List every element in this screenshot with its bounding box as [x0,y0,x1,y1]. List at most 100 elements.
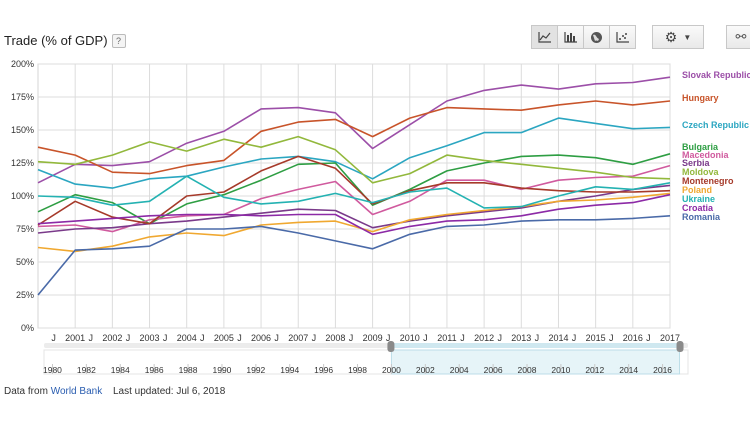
timeline-year-label: 2016 [653,365,672,375]
x-tick-label: 2001 [65,333,85,343]
x-tick-label: J [89,333,94,343]
series-line [37,215,671,296]
timeline-year-label: 2002 [416,365,435,375]
y-tick-label: 150% [11,125,34,135]
timeline-year-label: 2010 [551,365,570,375]
y-tick-label: 175% [11,92,34,102]
x-tick-label: 2005 [214,333,234,343]
timeline-year-label: 1996 [314,365,333,375]
timeline-year-label: 1988 [179,365,198,375]
timeline-year-label: 1992 [246,365,265,375]
x-tick-label: 2013 [511,333,531,343]
x-tick-label: 2012 [474,333,494,343]
legend-item: Hungary [682,93,719,103]
x-tick-label: J [200,333,205,343]
timeline-year-label: 2008 [518,365,537,375]
series-line [37,100,671,175]
bar-chart-icon[interactable] [557,25,584,49]
settings-button[interactable]: ⚙ ▼ [652,25,704,49]
timeline-year-label: 2014 [619,365,638,375]
series-line [37,76,671,184]
line-chart: 0%25%50%75%100%125%150%175%200% J 2001 J 20… [11,59,750,375]
x-tick-label: J [460,333,465,343]
series-line [37,192,671,253]
x-tick-label: 2015 [586,333,606,343]
legend-item: Slovak Republic [682,70,750,80]
legend-item: Croatia [682,203,714,213]
x-tick-label: 2014 [548,333,568,343]
chart-legend: Slovak Republic Hungary Czech Republic Bulg… [682,70,750,222]
x-tick-label: 2011 [437,333,456,343]
timeline-selection-bar [391,343,680,348]
x-tick-label: J [609,333,614,343]
timeline-year-label: 1984 [111,365,130,375]
x-tick-label: 2007 [288,333,308,343]
timeline-year-label: 1990 [212,365,231,375]
x-tick-label: 2003 [140,333,160,343]
timeline-year-label: 1980 [43,365,62,375]
series-line [37,155,671,226]
timeline-handle-start[interactable] [387,341,395,352]
link-icon: ⚯ [735,29,747,44]
series-line [37,135,671,184]
legend-item: Macedonia [682,150,730,160]
legend-item: Montenegro [682,176,734,186]
legend-item: Poland [682,185,712,195]
x-tick-label: J [646,333,651,343]
footer: Data from World Bank Last updated: Jul 6… [4,386,225,397]
y-tick-label: 75% [16,224,34,234]
x-tick-label: 2017 [660,333,680,343]
chart-series [37,76,671,296]
chart-title-row: Trade (% of GDP) ? [4,33,126,48]
legend-item: Czech Republic [682,120,749,130]
link-button[interactable]: ⚯ [726,25,750,49]
x-tick-label: J [535,333,540,343]
timeline-year-label: 2006 [484,365,503,375]
x-tick-label: J [386,333,391,343]
x-tick-label: J [497,333,502,343]
chart-type-toolbar [531,25,636,51]
y-tick-label: 50% [16,257,34,267]
series-line [37,193,671,236]
timeline-year-label: 2004 [450,365,469,375]
x-tick-label: 2009 [363,333,383,343]
x-tick-label: 2016 [623,333,643,343]
x-tick-label: 2008 [325,333,345,343]
scatter-chart-icon[interactable] [609,25,636,49]
gear-icon: ⚙ [664,28,678,45]
globe-icon[interactable] [583,25,610,49]
x-tick-label: J [163,333,168,343]
x-tick-label: J [51,333,56,343]
y-tick-label: 25% [16,290,34,300]
x-tick-label: J [423,333,428,343]
timeline-slider[interactable]: 1980 1982 1984 1986 1988 1990 1992 1994 1996 1998… [43,341,689,375]
help-icon[interactable]: ? [111,33,126,48]
x-tick-label: 2010 [400,333,420,343]
y-tick-label: 0% [21,323,34,333]
series-line [37,117,671,189]
x-tick-label: J [126,333,131,343]
y-tick-label: 200% [11,59,34,69]
timeline-handle-end[interactable] [676,341,684,352]
y-tick-label: 100% [11,191,34,201]
last-updated: Last updated: Jul 6, 2018 [112,386,226,397]
y-tick-label: 125% [11,158,34,168]
chart-title: Trade (% of GDP) [4,33,108,48]
timeline-year-label: 2012 [585,365,604,375]
x-tick-label: J [312,333,317,343]
legend-item: Ukraine [682,194,715,204]
timeline-year-label: 1998 [348,365,367,375]
legend-item: Romania [682,212,721,222]
x-tick-label: J [572,333,577,343]
x-tick-label: J [274,333,279,343]
source-link[interactable]: World Bank [50,386,103,397]
timeline-selection [390,349,681,375]
timeline-year-label: 1986 [145,365,164,375]
timeline-year-label: 1982 [77,365,96,375]
legend-item: Serbia [682,158,711,168]
legend-item: Bulgaria [682,142,719,152]
legend-item: Moldova [682,167,719,177]
x-tick-label: 2002 [102,333,122,343]
x-axis: J 2001 J 2002 J 2003 J 2004 J 2005 J 2006 J 2007 J 2008… [51,333,680,343]
x-tick-label: J [237,333,242,343]
